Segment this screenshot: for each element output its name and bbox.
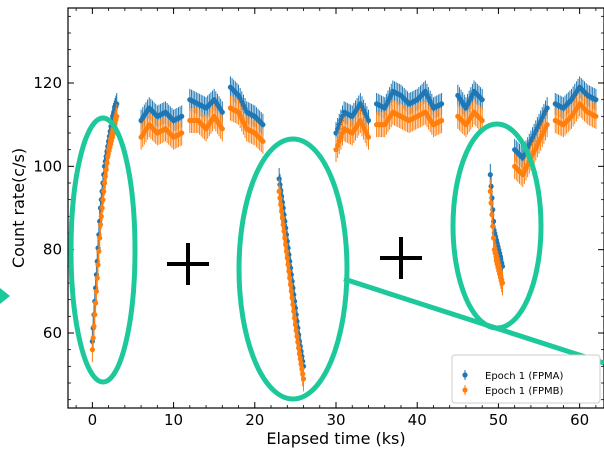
data-point [89, 347, 95, 353]
legend: Epoch 1 (FPMA) Epoch 1 (FPMB) [451, 354, 601, 404]
x-axis-label: Elapsed time (ks) [266, 429, 405, 448]
legend-marker-fpma [462, 370, 468, 380]
legend-marker-fpmb [462, 385, 468, 395]
data-point [479, 97, 485, 103]
data-point [99, 205, 105, 211]
data-point [97, 235, 103, 241]
data-point [300, 371, 306, 377]
x-axis: 0 10 20 30 40 50 60 [75, 8, 597, 429]
x-tick-label: 50 [489, 411, 508, 429]
data-point [219, 126, 225, 132]
x-tick-label: 10 [164, 411, 183, 429]
plus-sign [380, 237, 422, 279]
data-point [487, 172, 493, 178]
y-axis: 60 80 100 120 [33, 15, 604, 401]
data-point [489, 212, 495, 218]
data-point [593, 113, 599, 119]
legend-label-fpma: Epoch 1 (FPMA) [485, 371, 563, 382]
data-point [91, 323, 97, 329]
data-point [97, 222, 104, 228]
x-tick-label: 20 [245, 411, 264, 429]
y-tick-label: 80 [43, 241, 62, 259]
data-point [544, 105, 550, 111]
highlight-ellipse [236, 136, 350, 402]
x-tick-label: 0 [88, 411, 98, 429]
data-point [488, 183, 494, 189]
x-tick-label: 40 [408, 411, 427, 429]
data-point [94, 275, 100, 281]
data-point [219, 109, 225, 115]
data-point [544, 122, 550, 128]
data-point [179, 113, 185, 119]
data-point [260, 122, 266, 128]
data-point [490, 223, 496, 229]
plus-sign [167, 243, 209, 285]
data-point [365, 134, 372, 140]
pointer-arrow-left [0, 288, 10, 304]
data-point [300, 376, 307, 382]
data-point [100, 197, 106, 203]
highlight-ellipse [68, 115, 138, 385]
data-point [487, 188, 493, 194]
x-tick-label: 60 [570, 411, 589, 429]
data-point [499, 280, 506, 286]
x-tick-label: 30 [326, 411, 345, 429]
data-point [96, 248, 102, 254]
data-point [93, 300, 99, 306]
y-axis-label: Count rate(c/s) [9, 148, 28, 268]
data-point [114, 113, 120, 119]
legend-box [451, 354, 601, 404]
data-layer [89, 76, 599, 392]
highlight-ellipse [450, 121, 544, 331]
data-point [92, 312, 98, 318]
data-point [490, 235, 497, 241]
legend-label-fpmb: Epoch 1 (FPMB) [485, 386, 564, 397]
data-point [101, 188, 107, 194]
data-point [488, 200, 494, 206]
y-tick-label: 60 [43, 324, 62, 342]
data-point [593, 97, 599, 103]
data-point [98, 213, 104, 219]
data-point [260, 138, 266, 144]
data-point [93, 288, 100, 294]
annotation-layer [0, 115, 604, 402]
pointer-line [343, 276, 604, 366]
data-point [438, 101, 445, 107]
series-fpmb [89, 91, 599, 392]
y-tick-label: 120 [33, 74, 62, 92]
data-point [438, 117, 445, 124]
y-tick-label: 100 [33, 157, 62, 175]
data-point [479, 117, 485, 124]
data-point [90, 335, 96, 341]
data-point [179, 130, 185, 136]
data-point [95, 262, 101, 268]
